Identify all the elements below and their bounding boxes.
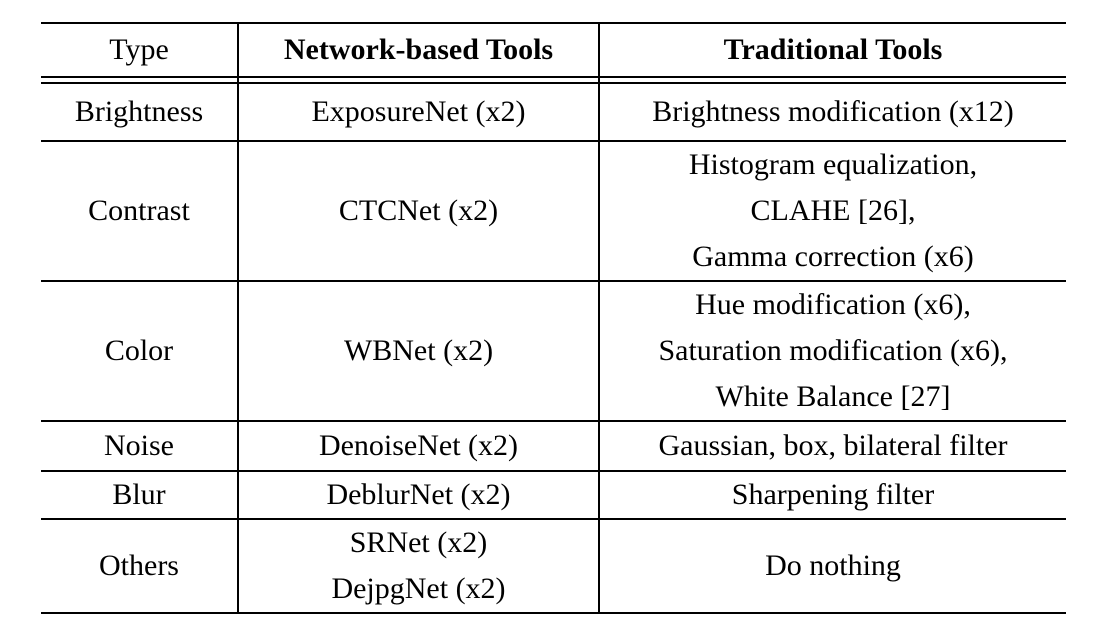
header-row: Type Network-based Tools Traditional Too… (41, 22, 1066, 77)
type-cell: Noise (41, 421, 239, 472)
table-row: Others SRNet (x2) DejpgNet (x2) Do nothi… (41, 519, 1066, 614)
double-rule-divider (41, 77, 1066, 84)
network-cell: DenoiseNet (x2) (237, 421, 600, 472)
table-row: Brightness ExposureNet (x2) Brightness m… (41, 83, 1066, 142)
traditional-cell: Histogram equalization, CLAHE [26], Gamm… (598, 141, 1066, 282)
traditional-line: Gamma correction (x6) (692, 240, 974, 273)
header-traditional-tools: Traditional Tools (598, 22, 1066, 77)
network-cell: CTCNet (x2) (237, 141, 600, 282)
traditional-cell: Sharpening filter (598, 471, 1066, 520)
tools-table-container: Type Network-based Tools Traditional Too… (41, 22, 1066, 614)
traditional-line: Do nothing (765, 549, 901, 582)
network-line: WBNet (x2) (343, 334, 494, 367)
network-line: CTCNet (x2) (338, 194, 499, 227)
traditional-line: Sharpening filter (731, 478, 935, 511)
traditional-cell: Brightness modification (x12) (598, 83, 1066, 142)
traditional-cell: Do nothing (598, 519, 1066, 614)
traditional-line: Histogram equalization, (688, 148, 978, 181)
network-line: DeblurNet (x2) (326, 478, 511, 511)
tools-table: Type Network-based Tools Traditional Too… (41, 22, 1066, 614)
traditional-line: White Balance [27] (715, 380, 951, 413)
network-line: ExposureNet (x2) (311, 95, 526, 128)
traditional-line: Brightness modification (x12) (652, 95, 1014, 128)
traditional-line: CLAHE [26], (750, 194, 916, 227)
header-type: Type (41, 22, 239, 77)
table-row: Contrast CTCNet (x2) Histogram equalizat… (41, 141, 1066, 282)
table-row: Noise DenoiseNet (x2) Gaussian, box, bil… (41, 421, 1066, 472)
table-row: Blur DeblurNet (x2) Sharpening filter (41, 471, 1066, 520)
network-line: DenoiseNet (x2) (318, 429, 519, 462)
type-cell: Color (41, 281, 239, 422)
traditional-cell: Hue modification (x6), Saturation modifi… (598, 281, 1066, 422)
traditional-line: Saturation modification (x6), (658, 334, 1008, 367)
type-cell: Brightness (41, 83, 239, 142)
network-cell: ExposureNet (x2) (237, 83, 600, 142)
table-header: Type Network-based Tools Traditional Too… (41, 22, 1066, 77)
network-line: DejpgNet (x2) (331, 572, 506, 605)
network-line: SRNet (x2) (349, 526, 488, 559)
type-cell: Blur (41, 471, 239, 520)
type-cell: Contrast (41, 141, 239, 282)
traditional-line: Gaussian, box, bilateral filter (658, 429, 1008, 462)
network-cell: SRNet (x2) DejpgNet (x2) (237, 519, 600, 614)
network-cell: DeblurNet (x2) (237, 471, 600, 520)
table-body: Brightness ExposureNet (x2) Brightness m… (41, 77, 1066, 614)
table-row: Color WBNet (x2) Hue modification (x6), … (41, 281, 1066, 422)
traditional-line: Hue modification (x6), (695, 288, 971, 321)
traditional-cell: Gaussian, box, bilateral filter (598, 421, 1066, 472)
type-cell: Others (41, 519, 239, 614)
header-network-tools: Network-based Tools (237, 22, 600, 77)
network-cell: WBNet (x2) (237, 281, 600, 422)
